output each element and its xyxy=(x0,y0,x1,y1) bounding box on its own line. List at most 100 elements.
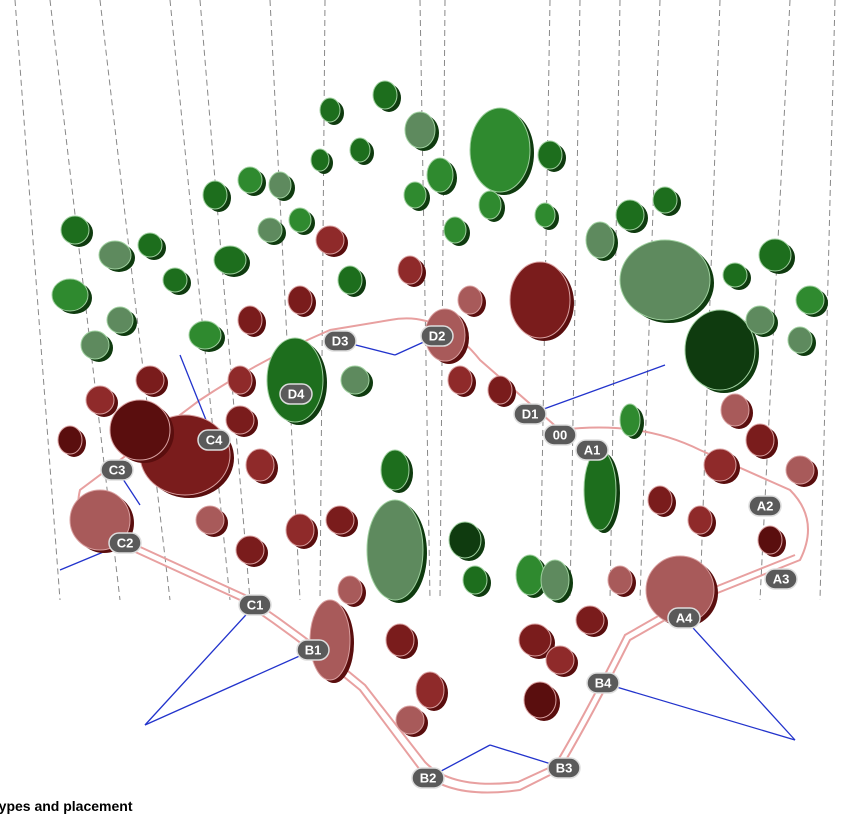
fixture xyxy=(787,326,813,354)
fixture xyxy=(415,671,445,709)
fixture xyxy=(315,225,345,255)
label-text: C4 xyxy=(206,432,223,447)
guide-line xyxy=(699,0,721,601)
fixture xyxy=(349,137,371,163)
fixture xyxy=(213,245,247,275)
label: B3 xyxy=(547,757,581,779)
label: A1 xyxy=(575,439,609,461)
fixture xyxy=(340,365,370,395)
label: C1 xyxy=(238,594,272,616)
fixture xyxy=(757,525,783,555)
label: A2 xyxy=(748,495,782,517)
label-box xyxy=(420,325,454,347)
labels: D3 D2 D4 D1 00 A1 C4 C3 C2 C1 B1 A2 A3 A4 B4 B2 B3 xyxy=(100,325,798,789)
label-text: A2 xyxy=(757,498,774,513)
label-box xyxy=(748,495,782,517)
fixture xyxy=(457,285,483,315)
fixture xyxy=(652,186,678,214)
label-text: A1 xyxy=(584,442,601,457)
guide-line xyxy=(199,0,251,601)
fixture xyxy=(319,97,341,123)
fixture xyxy=(585,221,615,259)
fixture xyxy=(487,375,513,405)
fixture xyxy=(785,455,815,485)
fixture xyxy=(687,505,713,535)
fixture xyxy=(619,403,641,437)
fixture xyxy=(237,166,263,194)
label-box xyxy=(667,607,701,629)
guide-line xyxy=(169,0,231,601)
guide-line xyxy=(269,0,301,601)
fixture xyxy=(540,559,570,601)
fixture xyxy=(515,554,545,596)
label-text: C1 xyxy=(247,597,264,612)
label: B1 xyxy=(296,639,330,661)
label-text: D3 xyxy=(332,333,349,348)
fixture xyxy=(109,399,171,461)
fixture xyxy=(162,267,188,293)
label-box xyxy=(411,767,445,789)
fixture xyxy=(619,239,711,321)
fixture xyxy=(403,181,427,209)
fixture xyxy=(237,305,263,335)
fixture xyxy=(366,499,424,601)
label: D3 xyxy=(323,330,357,352)
label-text: A3 xyxy=(773,571,790,586)
fixture xyxy=(80,330,110,360)
fixture xyxy=(337,265,363,295)
fixture xyxy=(288,207,312,233)
label: C3 xyxy=(100,459,134,481)
track xyxy=(77,317,809,794)
fixtures xyxy=(51,80,828,737)
fixture xyxy=(795,285,825,315)
fixture xyxy=(287,285,313,315)
label: C4 xyxy=(197,429,231,451)
fixture xyxy=(447,365,473,395)
fixture xyxy=(266,337,324,423)
fixture xyxy=(135,365,165,395)
fixture xyxy=(395,705,425,735)
label: 00 xyxy=(543,424,577,446)
fixture xyxy=(758,238,792,272)
label-box xyxy=(238,594,272,616)
fixture xyxy=(57,425,83,455)
fixture xyxy=(227,365,253,395)
label-text: B4 xyxy=(595,675,612,690)
fixture xyxy=(337,575,363,605)
fixture xyxy=(98,240,132,270)
fixture xyxy=(285,513,315,547)
fixture xyxy=(404,111,436,149)
fixture xyxy=(575,605,605,635)
label: B2 xyxy=(411,767,445,789)
fixture xyxy=(469,107,531,193)
label-text: A4 xyxy=(676,610,693,625)
guide-line xyxy=(439,0,446,601)
guide-lines xyxy=(14,0,836,601)
fixture xyxy=(615,199,645,231)
fixture xyxy=(745,305,775,335)
label-box xyxy=(547,757,581,779)
caption: types and placement xyxy=(0,798,133,814)
fixture xyxy=(478,190,502,220)
label: A3 xyxy=(764,568,798,590)
fixture xyxy=(188,320,222,350)
label-box xyxy=(513,403,547,425)
fixture xyxy=(245,448,275,482)
label-text: D2 xyxy=(429,328,446,343)
label-box xyxy=(575,439,609,461)
fixture xyxy=(380,449,410,491)
label-text: 00 xyxy=(553,427,567,442)
label: D1 xyxy=(513,403,547,425)
fixture xyxy=(745,423,775,457)
fixture xyxy=(106,306,134,334)
fixture xyxy=(137,232,163,258)
fixture xyxy=(310,148,330,172)
label-text: D1 xyxy=(522,406,539,421)
label: D2 xyxy=(420,325,454,347)
label-box xyxy=(764,568,798,590)
fixture xyxy=(426,157,454,193)
fixture xyxy=(523,681,557,719)
label-text: B2 xyxy=(420,770,437,785)
fixture xyxy=(545,645,575,675)
